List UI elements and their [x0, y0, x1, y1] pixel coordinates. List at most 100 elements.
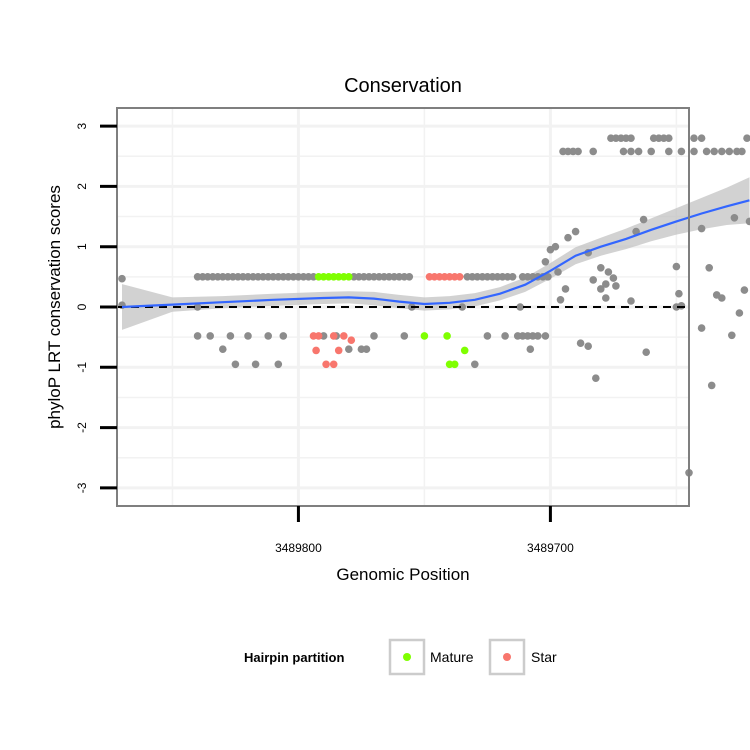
point-mature-7: [420, 332, 429, 340]
point-star-8: [314, 332, 323, 340]
point-other-151: [665, 134, 673, 142]
point-other-115: [735, 309, 744, 317]
point-other-101: [612, 282, 620, 290]
x-tick-label-0: 3489800: [275, 541, 322, 555]
point-other-54: [193, 303, 202, 311]
point-other-87: [551, 242, 560, 251]
point-other-91: [554, 268, 562, 276]
point-other-59: [193, 332, 202, 340]
point-other-135: [677, 147, 686, 156]
point-other-84: [274, 360, 283, 369]
point-other-53: [544, 273, 552, 281]
point-other-64: [279, 332, 288, 340]
point-other-81: [526, 345, 535, 354]
point-other-120: [642, 348, 650, 357]
y-tick-label-6: -3: [75, 482, 89, 493]
x-tick-label-1: 3489700: [527, 541, 574, 555]
point-other-112: [718, 294, 726, 302]
point-other-99: [602, 280, 610, 288]
series-mature: [314, 273, 469, 369]
point-other-130: [619, 147, 628, 156]
point-other-122: [697, 324, 706, 332]
point-other-83: [251, 360, 260, 369]
point-other-113: [730, 214, 739, 222]
point-mature-11: [460, 346, 469, 355]
y-tick-label-5: -2: [75, 422, 89, 433]
point-other-67: [370, 332, 378, 340]
point-other-138: [710, 147, 718, 156]
point-other-107: [675, 289, 683, 298]
point-other-106: [672, 262, 681, 271]
point-other-154: [743, 134, 750, 142]
point-mature-6: [345, 273, 353, 281]
confidence-ribbon: [122, 177, 750, 330]
point-star-10: [340, 332, 348, 340]
point-other-132: [634, 147, 643, 156]
point-other-92: [561, 285, 570, 293]
confidence-ribbon-layer: [122, 177, 750, 330]
y-tick-label-0: 3: [75, 122, 89, 129]
point-other-70: [501, 332, 509, 340]
point-other-93: [556, 296, 565, 304]
point-star-9: [329, 332, 338, 340]
point-other-98: [589, 276, 597, 284]
point-other-114: [740, 286, 749, 294]
point-star-12: [312, 346, 320, 355]
point-other-96: [604, 268, 613, 276]
point-other-116: [745, 217, 750, 226]
point-other-140: [725, 147, 734, 156]
point-other-139: [718, 147, 726, 156]
y-tick-label-2: 1: [75, 243, 89, 250]
legend-marker-star: [503, 653, 511, 661]
point-other-68: [400, 332, 409, 340]
point-other-105: [639, 215, 648, 224]
point-other-110: [705, 264, 713, 272]
point-other-62: [244, 332, 252, 340]
x-axis-title: Genomic Position: [336, 565, 469, 584]
point-mature-10: [450, 360, 459, 369]
point-other-119: [592, 374, 600, 383]
point-other-78: [345, 345, 353, 354]
point-other-100: [597, 285, 605, 293]
point-other-63: [264, 332, 273, 340]
point-other-89: [571, 227, 580, 236]
point-other-95: [597, 264, 605, 272]
point-star-6: [455, 273, 464, 281]
point-other-153: [697, 134, 706, 142]
point-other-108: [677, 302, 686, 310]
data-points-layer: [118, 134, 750, 477]
point-other-129: [589, 147, 597, 156]
series-star: [309, 273, 464, 369]
smooth-curve-layer: [121, 199, 750, 309]
point-other-124: [728, 331, 736, 340]
point-other-102: [602, 294, 610, 302]
point-other-97: [609, 274, 618, 282]
point-star-15: [329, 360, 338, 369]
point-other-47: [508, 273, 517, 281]
point-other-117: [576, 339, 585, 348]
point-star-11: [347, 336, 356, 345]
point-other-128: [574, 147, 582, 156]
point-other-80: [362, 345, 371, 354]
point-other-69: [483, 332, 492, 340]
point-other-136: [690, 147, 698, 156]
point-other-85: [471, 360, 479, 369]
point-mature-8: [443, 332, 451, 340]
point-star-14: [322, 360, 330, 369]
point-other-56: [458, 303, 467, 311]
point-other-142: [738, 147, 746, 156]
point-other-90: [564, 233, 572, 242]
point-other-57: [516, 303, 524, 311]
legend-marker-mature: [403, 653, 411, 661]
y-tick-label-3: 0: [75, 303, 89, 310]
point-other-131: [627, 147, 635, 156]
chart-title: Conservation: [344, 75, 462, 97]
point-star-13: [334, 346, 343, 355]
point-other-152: [690, 134, 698, 142]
grid-lines: [117, 108, 689, 506]
legend-label-mature: Mature: [430, 649, 474, 665]
point-other-76: [541, 332, 550, 340]
legend: Hairpin partition Mature Star: [244, 638, 557, 676]
